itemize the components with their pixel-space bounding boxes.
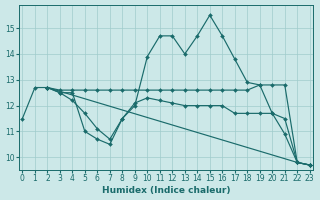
X-axis label: Humidex (Indice chaleur): Humidex (Indice chaleur): [102, 186, 230, 195]
